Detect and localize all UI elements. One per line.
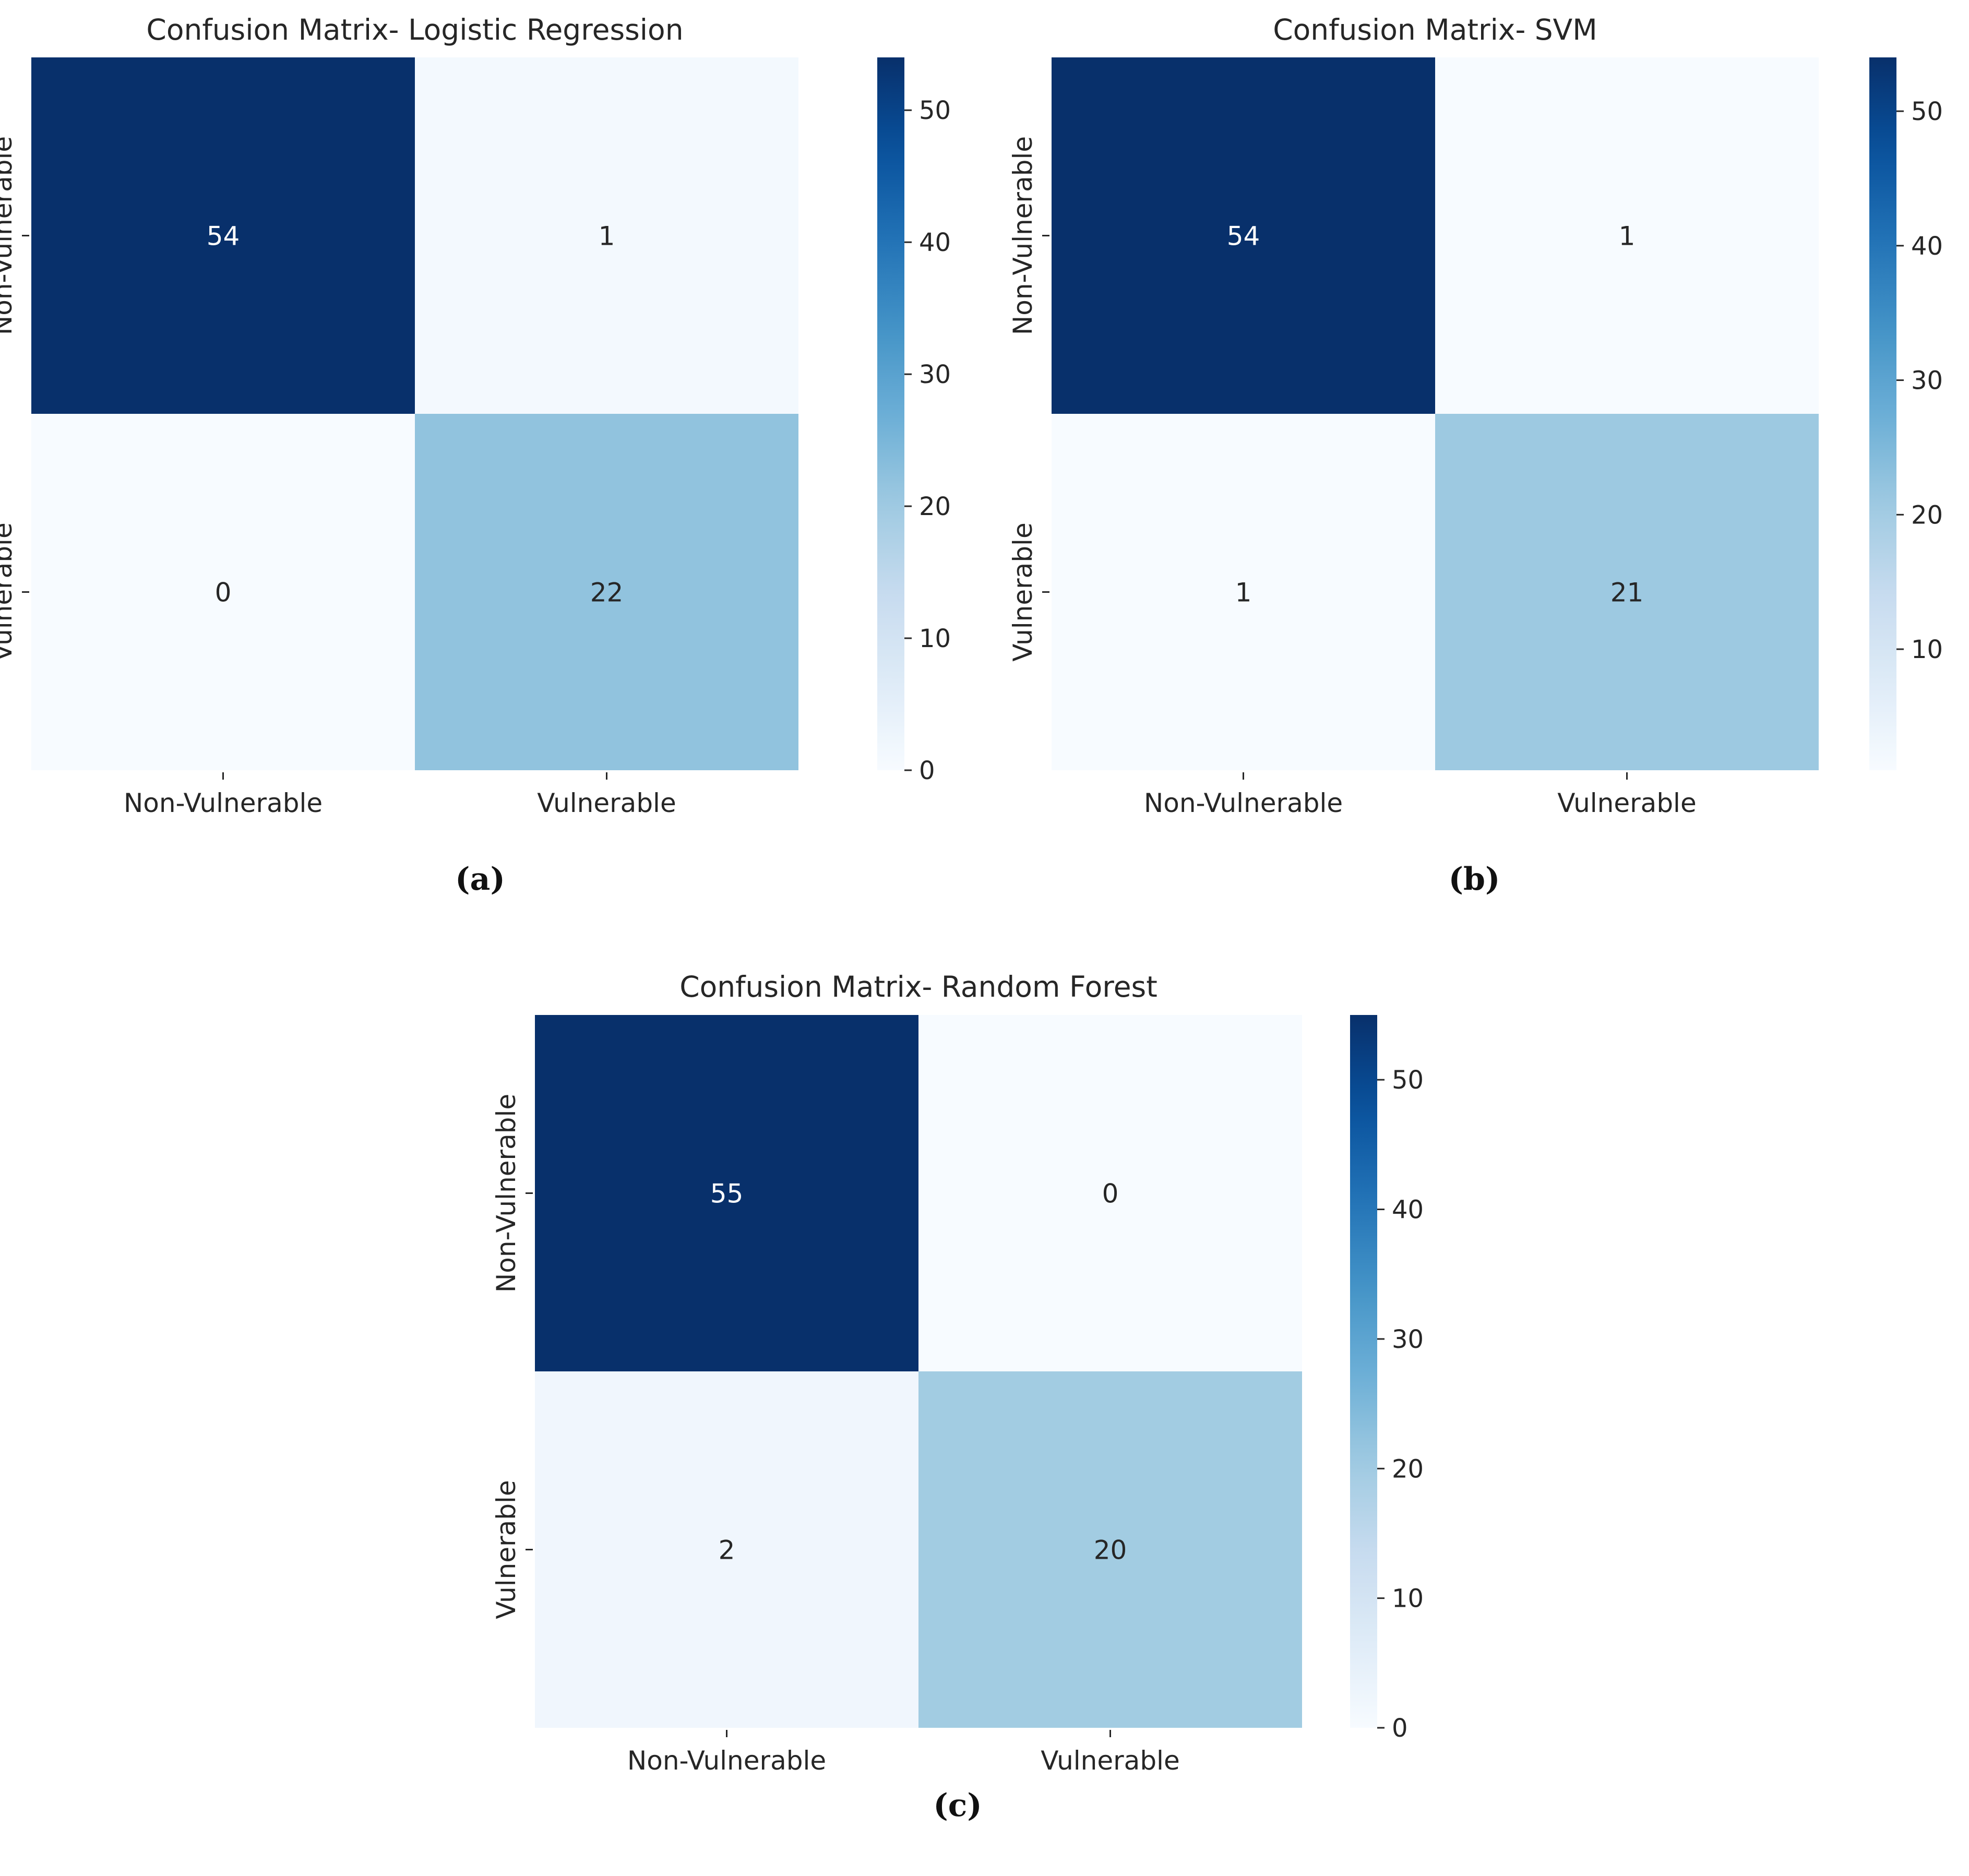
cell-value-label: 55 bbox=[710, 1179, 744, 1209]
chart-title: Confusion Matrix- Logistic Regression bbox=[146, 13, 683, 46]
heatmap-chart: Confusion Matrix- Logistic Regression 54 1… bbox=[0, 13, 951, 898]
cell-value-label: 1 bbox=[1619, 221, 1636, 252]
heatmap-chart: Confusion Matrix- SVM 54 1 1 21 Non-Vulnerabl… bbox=[1008, 13, 1943, 898]
colorbar-tick-label: 40 bbox=[1911, 232, 1943, 261]
x-tick-label: Vulnerable bbox=[1041, 1746, 1179, 1776]
x-tick-label: Non-Vulnerable bbox=[1144, 788, 1343, 818]
heatmap-cell bbox=[31, 414, 415, 770]
y-tick-label: Non-Vulnerable bbox=[491, 1094, 521, 1293]
heatmap-cell bbox=[415, 414, 798, 770]
colorbar-tick-label: 20 bbox=[1911, 500, 1943, 530]
cell-value-label: 1 bbox=[599, 221, 615, 252]
heatmap-cell bbox=[535, 1015, 918, 1371]
confusion-matrix-svm: Confusion Matrix- SVM 54 1 1 21 Non-Vulnerabl… bbox=[981, 0, 1969, 918]
heatmap-cell bbox=[918, 1015, 1302, 1371]
y-tick-label: Non-Vulnerable bbox=[0, 136, 18, 335]
colorbar-tick-label: 30 bbox=[919, 360, 951, 389]
colorbar-tick-label: 0 bbox=[1392, 1714, 1408, 1743]
x-tick-label: Non-Vulnerable bbox=[627, 1746, 826, 1776]
heatmap-cell bbox=[535, 1371, 918, 1728]
confusion-matrix-random-forest: Confusion Matrix- Random Forest 55 0 2 20 Non… bbox=[470, 950, 1513, 1873]
colorbar-tick-label: 20 bbox=[919, 492, 951, 521]
cell-value-label: 54 bbox=[207, 221, 240, 252]
heatmap-cell bbox=[415, 57, 798, 414]
panel-caption: (a) bbox=[455, 861, 505, 898]
x-tick-label: Non-Vulnerable bbox=[124, 788, 323, 818]
cell-value-label: 54 bbox=[1227, 221, 1260, 252]
cell-value-label: 20 bbox=[1094, 1535, 1127, 1566]
x-tick-label: Vulnerable bbox=[537, 788, 676, 818]
colorbar-tick-label: 50 bbox=[1911, 97, 1943, 126]
y-tick-label: Vulnerable bbox=[491, 1480, 521, 1619]
heatmap-cell bbox=[1435, 414, 1819, 770]
colorbar-tick-label: 40 bbox=[1392, 1196, 1424, 1225]
heatmap-cell bbox=[1435, 57, 1819, 414]
colorbar-tick-label: 0 bbox=[919, 756, 935, 785]
confusion-matrix-logistic-regression: Confusion Matrix- Logistic Regression 54 1… bbox=[0, 0, 981, 918]
cell-value-label: 22 bbox=[590, 578, 624, 608]
cell-value-label: 2 bbox=[719, 1535, 735, 1566]
colorbar-tick-label: 50 bbox=[1392, 1066, 1424, 1095]
cell-value-label: 1 bbox=[1235, 578, 1252, 608]
y-tick-label: Vulnerable bbox=[0, 522, 18, 661]
colorbar-tick-label: 20 bbox=[1392, 1454, 1424, 1484]
colorbar-tick-label: 10 bbox=[1911, 635, 1943, 664]
cell-value-label: 0 bbox=[1102, 1179, 1119, 1209]
cell-value-label: 0 bbox=[215, 578, 232, 608]
heatmap-chart: Confusion Matrix- Random Forest 55 0 2 20 Non… bbox=[491, 970, 1424, 1824]
heatmap-cell bbox=[918, 1371, 1302, 1728]
y-tick-label: Non-Vulnerable bbox=[1008, 136, 1038, 335]
panel-caption: (c) bbox=[933, 1787, 982, 1824]
y-tick-label: Vulnerable bbox=[1008, 522, 1038, 661]
colorbar-tick-label: 10 bbox=[1392, 1584, 1424, 1614]
colorbar-tick-label: 40 bbox=[919, 228, 951, 257]
colorbar bbox=[877, 57, 904, 770]
heatmap-cell bbox=[31, 57, 415, 414]
colorbar-tick-label: 30 bbox=[1911, 366, 1943, 396]
x-tick-label: Vulnerable bbox=[1557, 788, 1696, 818]
colorbar-tick-label: 30 bbox=[1392, 1325, 1424, 1354]
colorbar-tick-label: 50 bbox=[919, 96, 951, 125]
chart-title: Confusion Matrix- SVM bbox=[1273, 13, 1597, 46]
colorbar bbox=[1869, 57, 1896, 770]
cell-value-label: 21 bbox=[1610, 578, 1644, 608]
colorbar-tick-label: 10 bbox=[919, 624, 951, 653]
panel-caption: (b) bbox=[1449, 861, 1500, 898]
colorbar bbox=[1350, 1015, 1377, 1728]
heatmap-cell bbox=[1052, 414, 1435, 770]
chart-title: Confusion Matrix- Random Forest bbox=[679, 970, 1157, 1003]
heatmap-cell bbox=[1052, 57, 1435, 414]
